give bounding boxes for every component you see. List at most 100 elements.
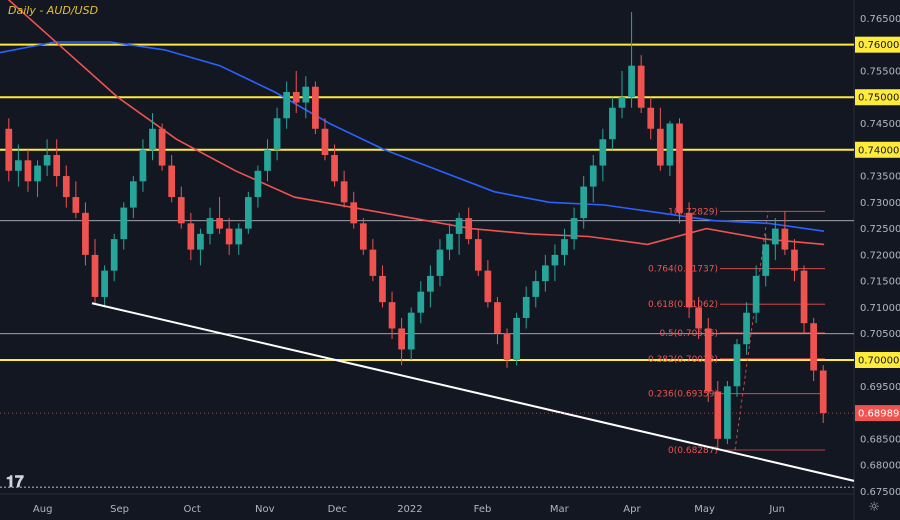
x-tick-label: Dec [328, 504, 347, 515]
candle-body [541, 265, 549, 282]
price-tag-label: 0.75000 [858, 93, 899, 104]
candle-body [570, 218, 578, 240]
candle-body [484, 270, 492, 303]
candle-body [762, 244, 770, 276]
candle-body [743, 312, 750, 345]
candle-body [704, 328, 712, 392]
fib-level-label: 0.618(0.71062) [648, 300, 718, 310]
current-price-tag-label: 0.68989 [858, 409, 899, 420]
chart-title: Daily - AUD/USD [8, 4, 99, 17]
gear-icon[interactable]: ☼ [868, 500, 880, 515]
price-tag-box [855, 351, 900, 368]
candle-body [388, 302, 396, 329]
candle-body [91, 254, 99, 297]
candle-body [503, 333, 511, 360]
fib-level-label: 0(0.68287) [668, 446, 718, 456]
candle-body [216, 218, 223, 229]
x-tick-label: Nov [255, 504, 275, 515]
candle-body [676, 123, 683, 213]
fib-level-label: 0.764(0.71737) [648, 265, 718, 275]
current-price-tag-box [855, 405, 900, 422]
price-tag-box [855, 89, 900, 106]
candle-body [273, 118, 281, 150]
candle-body [15, 160, 22, 171]
candle-body [446, 233, 453, 250]
candle-body [302, 86, 310, 103]
candle-body [187, 223, 195, 250]
y-tick-label: 0.73500 [860, 172, 900, 183]
candle-body [733, 344, 741, 387]
candle-body [43, 155, 51, 166]
candle-body [139, 149, 147, 182]
candle-body [637, 65, 645, 108]
candle-body [474, 239, 482, 271]
candle-body [407, 312, 415, 350]
y-tick-label: 0.75500 [860, 66, 900, 77]
candle-body [609, 107, 616, 140]
price-tag-label: 0.74000 [858, 145, 899, 156]
candle-body [149, 128, 156, 150]
candle-body [206, 218, 214, 234]
candle-body [685, 212, 693, 308]
y-tick-label: 0.71000 [860, 303, 900, 314]
x-tick-label: 2022 [397, 504, 422, 515]
candle-body [379, 275, 386, 303]
candle-body [656, 128, 664, 166]
x-tick-label: Feb [474, 504, 492, 515]
y-tick-label: 0.74500 [860, 119, 900, 130]
candle-body [235, 228, 243, 245]
candle-body [53, 155, 61, 177]
candle-body [436, 249, 444, 276]
x-tick-label: Sep [110, 504, 129, 515]
candle-body [819, 370, 827, 414]
candle-body [513, 317, 520, 360]
candle-body [168, 165, 176, 198]
candle-body [589, 165, 597, 187]
tradingview-logo-icon: 𝟏𝟕 [6, 472, 24, 491]
candle-body [197, 233, 204, 250]
candle-body [312, 86, 319, 129]
candle-body [62, 176, 70, 198]
y-tick-label: 0.68000 [860, 461, 900, 472]
x-tick-label: Apr [623, 504, 641, 515]
x-tick-label: Oct [184, 504, 201, 515]
candle-body [398, 328, 405, 350]
candle-body [714, 391, 722, 439]
candle-body [158, 128, 166, 166]
candle-body [724, 386, 731, 439]
candle-body [120, 207, 128, 240]
candle-body [810, 323, 817, 371]
candle-body [752, 275, 760, 313]
candle-body [647, 107, 655, 129]
candle-body [254, 170, 262, 198]
price-tag-label: 0.70000 [858, 355, 899, 366]
candle-body [580, 186, 588, 219]
candle-body [101, 270, 108, 297]
candle-body [24, 160, 32, 182]
candle-body [791, 249, 798, 271]
price-tag-label: 0.76000 [858, 40, 899, 51]
candle-body [321, 128, 329, 156]
y-tick-label: 0.67500 [860, 487, 900, 498]
x-tick-label: May [694, 504, 715, 515]
candle-body [340, 181, 348, 203]
candle-body [455, 218, 463, 234]
candle-body [618, 97, 626, 108]
candle-body [350, 202, 358, 224]
candle-body [532, 281, 540, 297]
candle-body [561, 239, 568, 255]
y-tick-label: 0.73000 [860, 198, 900, 209]
fib-level-label: 1(0.72829) [668, 207, 718, 217]
candle-body [417, 291, 425, 313]
candle-body [110, 239, 118, 271]
x-tick-label: Mar [550, 504, 570, 515]
price-tag-box [855, 36, 900, 53]
candle-body [781, 228, 789, 250]
candle-body [628, 65, 635, 98]
x-tick-label: Jun [768, 504, 785, 515]
candle-body [34, 165, 41, 182]
trendline [91, 302, 855, 482]
candle-body [129, 181, 137, 208]
candle-body [292, 91, 300, 103]
